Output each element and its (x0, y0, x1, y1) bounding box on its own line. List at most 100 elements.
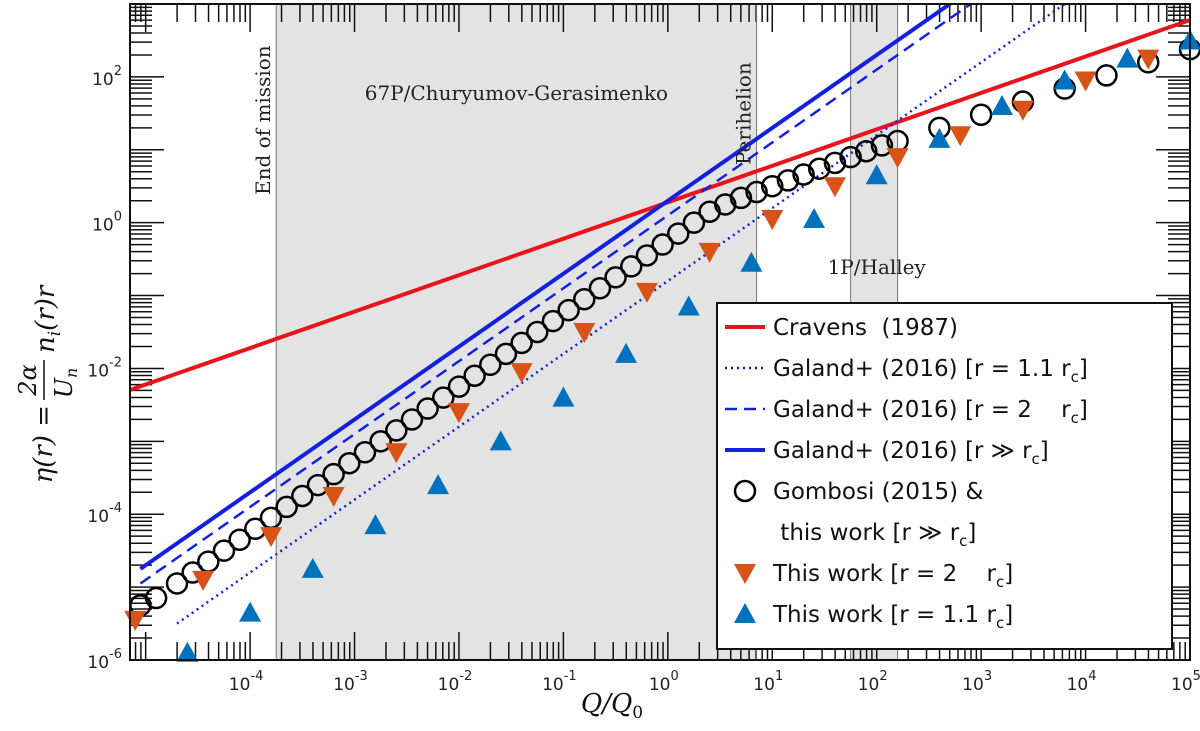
legend: Cravens (1987) Galand+ (2016) [r = 1.1 rc… (716, 302, 1173, 650)
point-triangle-up (176, 641, 199, 662)
point-triangle-up (364, 514, 387, 535)
y-label-rhs: n (31, 336, 61, 353)
series-group (124, 4, 1200, 662)
minor-ticks (130, 4, 1190, 661)
x-tick-label: 101 (753, 669, 783, 695)
point-triangle-up (1053, 69, 1076, 90)
point-circle (588, 277, 612, 300)
point-circle (792, 163, 815, 186)
point-circle (338, 451, 361, 475)
x-tick-label: 103 (962, 669, 992, 695)
y-label-rhs-tail: (r)r (31, 284, 61, 331)
y-label-num: 2α (14, 364, 42, 396)
point-circle (400, 408, 424, 431)
point-triangle-up (239, 601, 262, 622)
point-circle (808, 157, 831, 180)
point-circle (291, 484, 314, 508)
point-circle (228, 528, 251, 551)
annotation-end-of-mission: End of mission (251, 45, 275, 195)
x-tick-label: 10-1 (542, 669, 577, 695)
point-triangle-down (823, 177, 846, 198)
point-circle (635, 244, 659, 267)
y-tick-label: 102 (92, 64, 122, 90)
y-tick-label: 100 (92, 210, 122, 236)
point-triangle-up (552, 386, 575, 407)
x-axis-label-main: Q/Q (581, 689, 632, 719)
point-triangle-down (635, 282, 658, 303)
point-triangle-down (447, 403, 470, 424)
y-label-den-sub: n (62, 368, 81, 378)
x-axis-label: Q/Q0 (581, 689, 643, 723)
point-circle (776, 169, 800, 192)
legend-entry: Gombosi (2015) & (773, 479, 983, 505)
point-circle (573, 287, 596, 311)
point-circle (447, 375, 471, 398)
point-triangle-up (677, 295, 700, 316)
point-circle (870, 134, 894, 157)
point-triangle-up (615, 342, 638, 363)
point-circle (682, 211, 706, 234)
legend-entry: Galand+ (2016) [r = 2 rc] (773, 397, 1088, 427)
x-tick-label: 10-3 (333, 669, 368, 695)
annotation-perihelion: Perihelion (732, 62, 756, 165)
point-circle (745, 180, 768, 204)
point-circle (541, 309, 565, 333)
svg-text:ni(r)r: ni(r)r (31, 284, 65, 353)
y-tick-label: 10-6 (87, 647, 122, 673)
point-circle (1095, 64, 1118, 87)
y-label-den: U (50, 377, 78, 398)
point-triangle-up (427, 474, 450, 495)
point-circle (667, 222, 690, 245)
x-tick-label: 10-2 (438, 669, 473, 695)
series-line-1 (176, 4, 1067, 625)
point-circle (855, 139, 878, 163)
legend-entry: this work [r ≫ rc] (773, 520, 976, 550)
y-tick-labels: 10-6 10-4 10-2 100 102 (87, 64, 122, 673)
point-triangle-up (489, 430, 512, 451)
point-circle (651, 233, 674, 256)
point-triangle-up (301, 557, 324, 578)
point-triangle-down (761, 210, 784, 231)
x-tick-labels: 10-4 10-3 10-2 10-1 100 101 102 103 104 105 (229, 669, 1200, 695)
legend-entry: This work [r = 1.1 rc] (772, 602, 1013, 632)
series-line-2 (139, 4, 973, 585)
point-circle (761, 174, 784, 198)
point-circle (620, 255, 643, 278)
y-label-rhs-sub: i (45, 331, 65, 336)
point-circle (212, 539, 236, 562)
point-triangle-down (573, 323, 596, 343)
series-line-3 (139, 4, 954, 571)
y-tick-label: 10-4 (87, 501, 122, 527)
point-triangle-down (886, 148, 909, 169)
x-tick-label: 104 (1067, 669, 1097, 695)
point-circle (432, 386, 455, 409)
legend-swatch (734, 564, 756, 584)
point-triangle-down (510, 363, 533, 384)
point-triangle-down (698, 242, 721, 263)
point-triangle-down (385, 443, 408, 464)
point-circle (729, 186, 753, 210)
point-circle (714, 193, 737, 216)
point-circle (416, 397, 439, 420)
plot-frame (129, 3, 1191, 661)
point-triangle-down (949, 126, 972, 147)
point-circle (969, 103, 993, 127)
legend-entry: Cravens (1987) (773, 315, 958, 341)
annotation-halley: 1P/Halley (828, 255, 927, 279)
y-axis-label: η(r) = 2α Un ni(r)r (14, 284, 81, 483)
point-circle (557, 298, 580, 322)
x-axis-label-sub: 0 (632, 703, 643, 723)
point-circle (369, 430, 392, 453)
point-circle (275, 495, 298, 519)
point-triangle-up (991, 95, 1014, 116)
point-triangle-down (1074, 71, 1097, 92)
point-triangle-up (865, 164, 888, 185)
point-circle (144, 586, 168, 610)
point-circle (353, 441, 377, 464)
legend-entry: This work [r = 2 rc] (772, 561, 1013, 591)
point-triangle-down (1011, 100, 1034, 121)
point-triangle-down (259, 527, 282, 548)
svg-text:Un: Un (50, 368, 81, 399)
y-tick-label: 10-2 (87, 355, 122, 381)
